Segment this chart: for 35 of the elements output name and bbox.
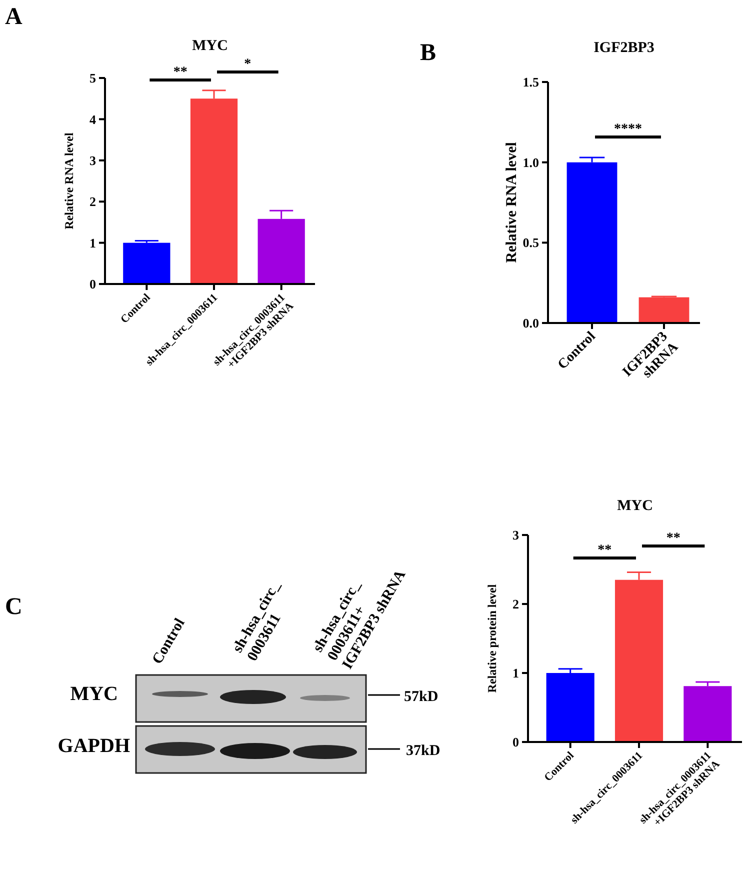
- y-tick-label: 1.5: [522, 74, 540, 90]
- y-axis-title: Relative RNA level: [504, 142, 520, 263]
- y-tick-label: 0.0: [522, 316, 539, 331]
- annotation: **: [173, 65, 188, 80]
- y-tick-label: 1: [512, 666, 519, 681]
- text: B: [420, 40, 436, 66]
- annotation: **: [666, 531, 680, 546]
- annotation: ****: [614, 122, 642, 137]
- bar: [546, 673, 594, 742]
- text: 57kD: [404, 689, 438, 705]
- annotation: **: [598, 543, 612, 558]
- y-axis-title: Relative protein level: [485, 584, 499, 693]
- text: C: [5, 594, 22, 620]
- y-tick-label: 3: [90, 152, 96, 168]
- text: 37kD: [406, 743, 440, 759]
- y-tick-label: 2: [512, 596, 519, 612]
- text: MYC: [70, 683, 118, 705]
- y-tick-label: 5: [90, 70, 96, 86]
- bar: [684, 686, 732, 742]
- y-tick-label: 1: [90, 235, 96, 250]
- y-tick-label: 4: [90, 112, 96, 127]
- y-tick-label: 0: [90, 276, 96, 292]
- bar: [123, 242, 170, 284]
- chart-title: MYC: [192, 38, 228, 54]
- chart-title: IGF2BP3: [594, 40, 654, 56]
- text: GAPDH: [58, 735, 130, 757]
- y-tick-label: 2: [90, 194, 96, 210]
- text: *: [244, 57, 252, 72]
- chart-title: MYC: [617, 498, 653, 514]
- y-tick-label: 0: [512, 734, 519, 750]
- text: A: [5, 4, 23, 30]
- y-axis-title: Relative RNA level: [62, 132, 76, 230]
- y-tick-label: 3: [512, 528, 520, 543]
- y-tick-label: 1.0: [522, 154, 539, 170]
- y-tick-label: 0.5: [522, 235, 540, 250]
